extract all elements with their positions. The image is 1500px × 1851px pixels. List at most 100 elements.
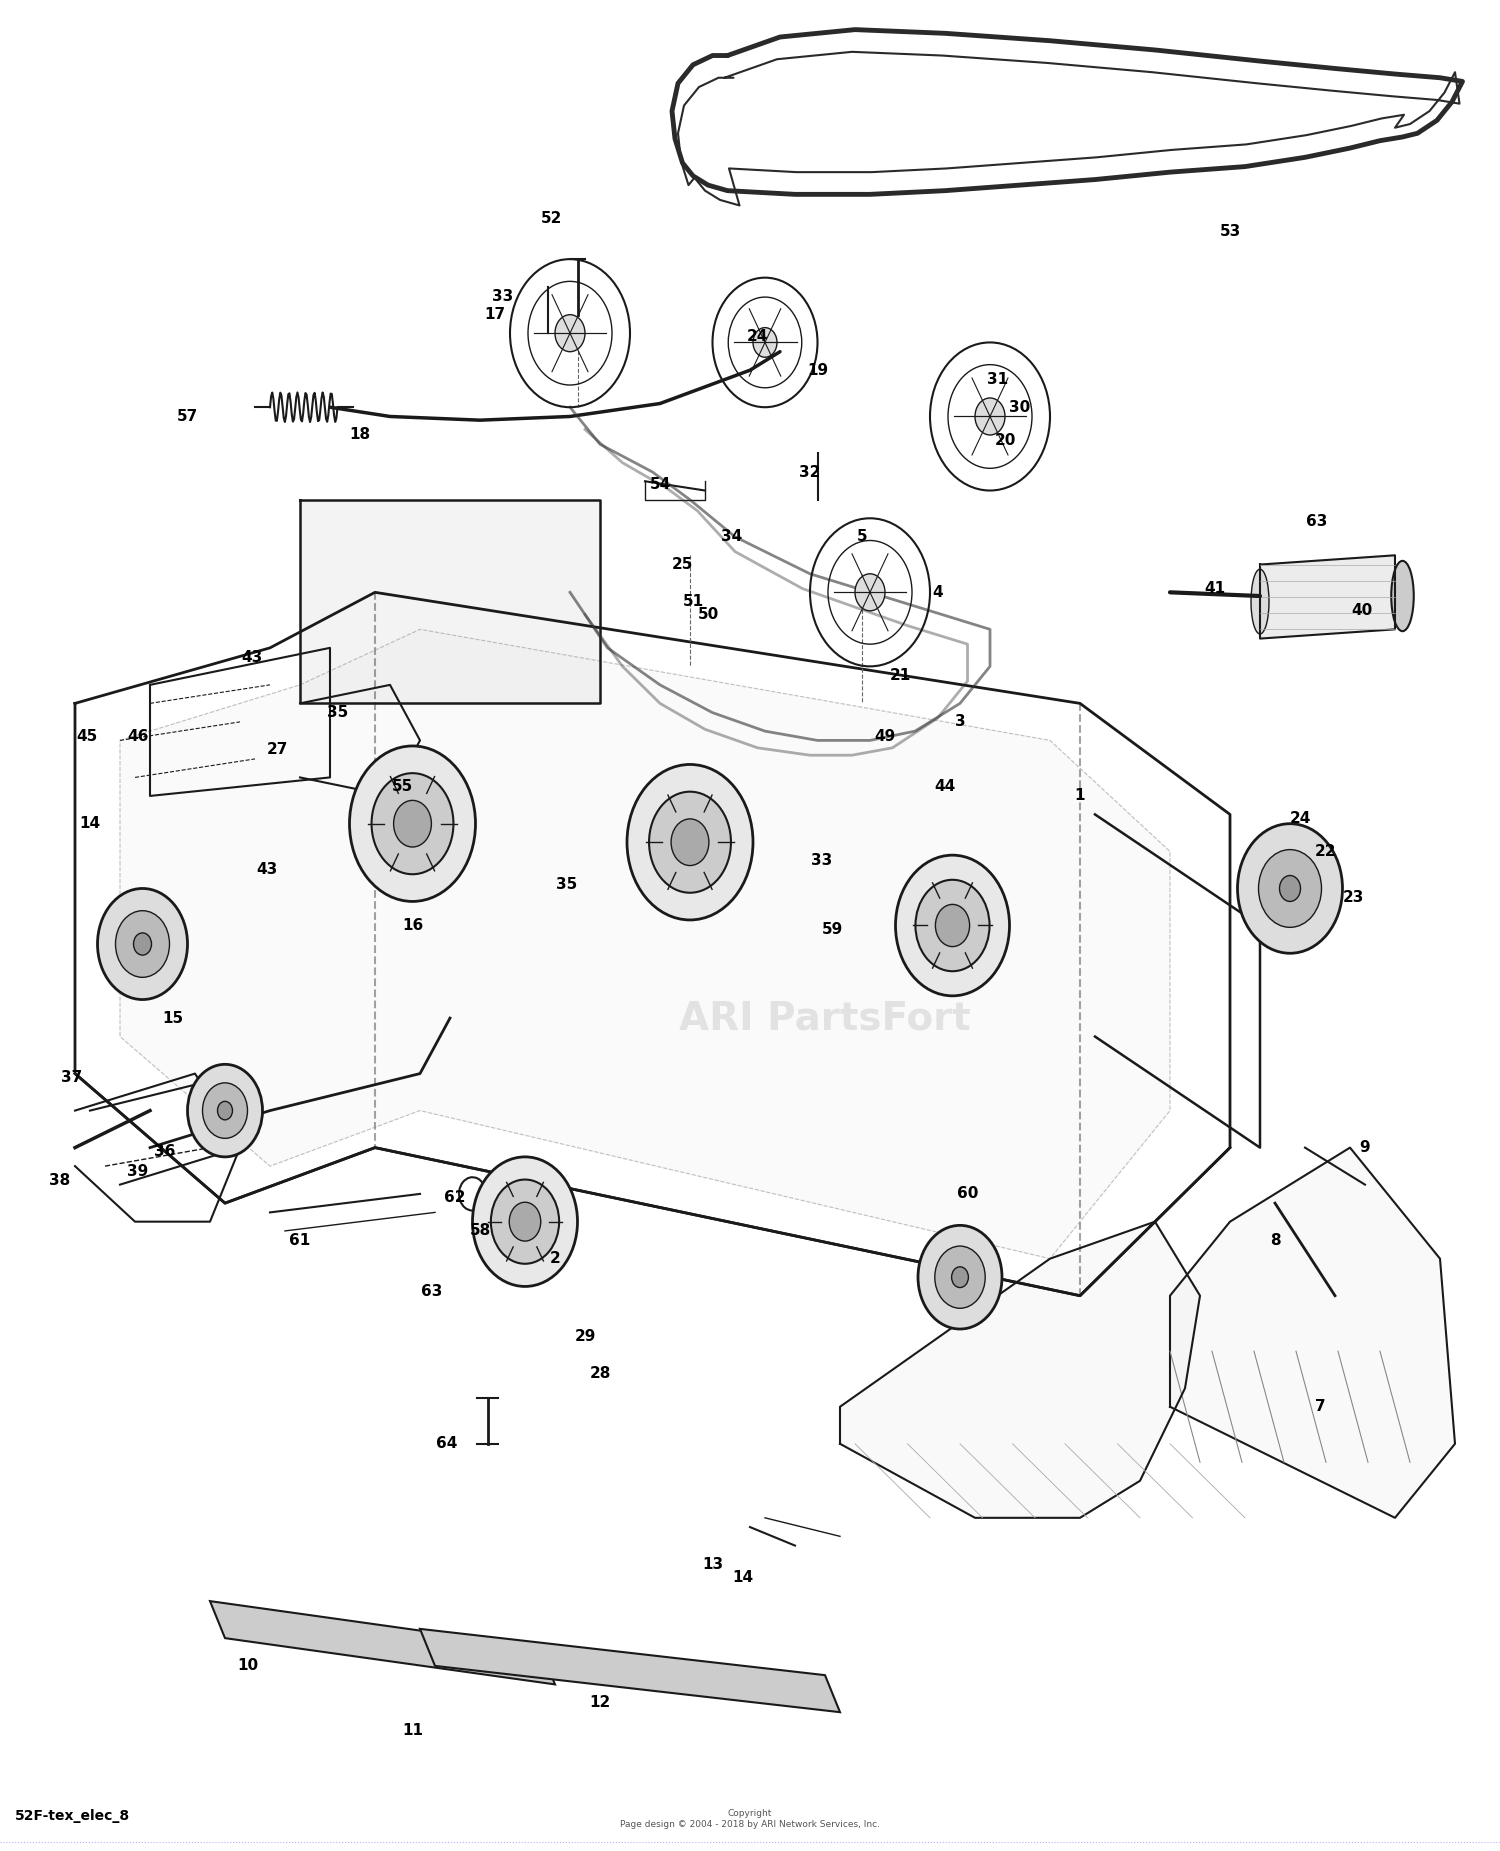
Text: 44: 44 [934,779,956,794]
Text: 16: 16 [402,918,423,933]
Text: 14: 14 [80,816,100,831]
Text: 51: 51 [682,594,703,609]
Circle shape [509,1203,540,1240]
Text: 18: 18 [350,428,370,442]
Text: 57: 57 [177,409,198,424]
Text: 24: 24 [1290,811,1311,826]
Text: 37: 37 [62,1070,82,1085]
Circle shape [472,1157,578,1286]
Circle shape [918,1225,1002,1329]
Text: 27: 27 [267,742,288,757]
Circle shape [975,398,1005,435]
Text: 32: 32 [800,465,820,479]
Text: 34: 34 [722,529,742,544]
Polygon shape [120,629,1170,1259]
Text: 38: 38 [50,1174,70,1188]
Text: 33: 33 [492,289,513,304]
Text: 7: 7 [1314,1399,1326,1414]
Polygon shape [1170,1148,1455,1518]
Circle shape [490,1179,560,1264]
Circle shape [1258,850,1322,927]
Text: 14: 14 [732,1570,753,1584]
Ellipse shape [1392,561,1413,631]
Text: 23: 23 [1342,890,1364,905]
Text: 28: 28 [590,1366,610,1381]
Text: 59: 59 [822,922,843,937]
Circle shape [855,574,885,611]
Text: 29: 29 [574,1329,596,1344]
Circle shape [372,774,453,874]
Polygon shape [420,1629,840,1712]
Text: 41: 41 [1204,581,1225,596]
Text: 61: 61 [290,1233,310,1248]
Text: 21: 21 [890,668,910,683]
Polygon shape [840,1222,1200,1518]
Text: 40: 40 [1352,603,1372,618]
Text: 43: 43 [256,863,278,877]
Polygon shape [1260,555,1395,639]
Text: 4: 4 [932,585,944,600]
Circle shape [116,911,170,977]
Text: 35: 35 [327,705,348,720]
Text: 63: 63 [1306,515,1328,529]
Polygon shape [300,500,600,703]
Circle shape [98,888,188,1000]
Circle shape [350,746,476,901]
Circle shape [650,792,730,892]
Text: 30: 30 [1010,400,1031,415]
Text: 22: 22 [1316,844,1336,859]
Text: 17: 17 [484,307,506,322]
Text: 19: 19 [807,363,828,378]
Text: 55: 55 [392,779,412,794]
Text: 64: 64 [436,1436,457,1451]
Text: 49: 49 [874,729,896,744]
Text: 25: 25 [672,557,693,572]
Text: ARI PartsFort: ARI PartsFort [680,1000,970,1037]
Circle shape [188,1064,262,1157]
Text: 9: 9 [1359,1140,1371,1155]
Text: 31: 31 [987,372,1008,387]
Circle shape [951,1266,969,1288]
Text: 11: 11 [402,1723,423,1738]
Text: 39: 39 [128,1164,148,1179]
Ellipse shape [1251,570,1269,633]
Text: 33: 33 [812,853,832,868]
Text: 15: 15 [162,1011,183,1025]
Text: 8: 8 [1269,1233,1281,1248]
Circle shape [555,315,585,352]
Text: 10: 10 [237,1658,258,1673]
Circle shape [936,905,969,946]
Circle shape [915,879,990,972]
Text: 3: 3 [954,714,966,729]
Text: 53: 53 [1220,224,1240,239]
Text: 52F-tex_elec_8: 52F-tex_elec_8 [15,1808,130,1823]
Text: 20: 20 [994,433,1016,448]
Text: 5: 5 [856,529,868,544]
Circle shape [1280,876,1300,901]
Text: 2: 2 [549,1251,561,1266]
Text: 24: 24 [747,329,768,344]
Circle shape [753,328,777,357]
Text: 54: 54 [650,478,670,492]
Circle shape [134,933,152,955]
Circle shape [202,1083,248,1138]
Circle shape [1238,824,1342,953]
Text: 36: 36 [154,1144,176,1159]
Circle shape [670,818,710,866]
Text: 1: 1 [1074,789,1084,803]
Text: Copyright
Page design © 2004 - 2018 by ARI Network Services, Inc.: Copyright Page design © 2004 - 2018 by A… [620,1810,880,1829]
Text: 52: 52 [542,211,562,226]
Text: 35: 35 [556,877,578,892]
Text: 63: 63 [422,1285,442,1299]
Circle shape [217,1101,232,1120]
Circle shape [393,800,432,848]
Circle shape [934,1246,986,1309]
Text: 45: 45 [76,729,98,744]
Text: 13: 13 [702,1557,723,1571]
Text: 50: 50 [698,607,718,622]
Circle shape [896,855,1010,996]
Text: 62: 62 [444,1190,465,1205]
Text: 46: 46 [128,729,148,744]
Text: 60: 60 [957,1186,978,1201]
Text: 43: 43 [242,650,262,665]
